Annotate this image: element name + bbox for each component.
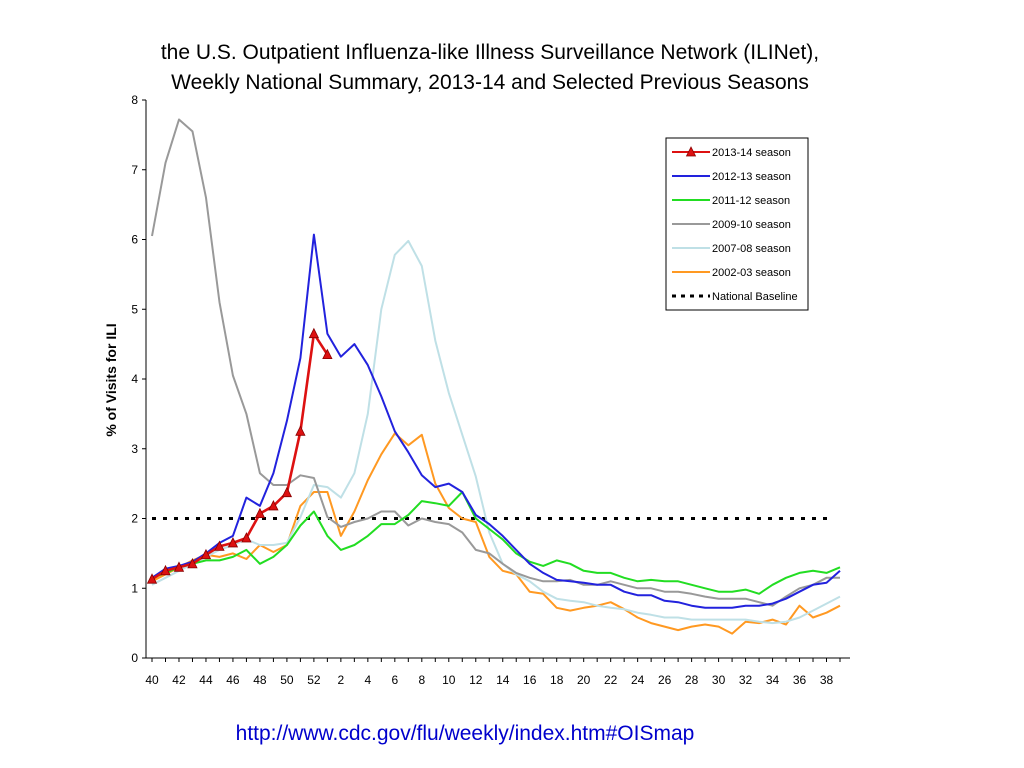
x-tick-label: 26 [658, 673, 672, 687]
x-tick-label: 24 [631, 673, 645, 687]
series-line-2011-12-season [151, 491, 841, 595]
series-line-2002-03-season [151, 432, 841, 635]
y-axis-label: % of Visits for ILI [103, 323, 119, 436]
data-point-marker [281, 486, 293, 498]
x-tick-label: 38 [820, 673, 834, 687]
y-tick-label: 5 [131, 302, 138, 316]
series-line-2009-10-season [151, 118, 840, 607]
x-tick-label: 16 [523, 673, 537, 687]
x-tick-label: 50 [280, 673, 294, 687]
data-point-marker [146, 573, 158, 584]
x-tick-label: 14 [496, 673, 510, 687]
data-point-marker [295, 425, 306, 436]
data-point-marker [227, 537, 239, 548]
x-tick-label: 42 [172, 673, 186, 687]
legend-label: 2011-12 season [712, 195, 790, 207]
data-point-marker [200, 548, 212, 560]
x-tick-label: 32 [739, 673, 753, 687]
y-tick-label: 2 [131, 512, 138, 526]
legend-label: 2009-10 season [712, 219, 791, 231]
x-tick-label: 48 [253, 673, 267, 687]
x-tick-label: 4 [364, 673, 371, 687]
data-point-marker [254, 507, 266, 519]
legend-label: 2013-14 season [712, 147, 791, 159]
x-tick-label: 22 [604, 673, 618, 687]
x-tick-label: 52 [307, 673, 321, 687]
y-tick-label: 8 [131, 93, 138, 107]
chart-title-line2: Weekly National Summary, 2013-14 and Sel… [171, 71, 809, 94]
legend-label: National Baseline [712, 291, 798, 303]
data-point-marker [322, 348, 333, 359]
x-tick-label: 12 [469, 673, 483, 687]
y-tick-label: 7 [131, 163, 138, 177]
legend-marker [685, 146, 697, 157]
data-point-marker [160, 564, 171, 576]
data-point-marker [241, 532, 252, 543]
x-tick-label: 30 [712, 673, 726, 687]
data-point-marker [187, 557, 198, 569]
x-tick-label: 28 [685, 673, 699, 687]
x-tick-label: 34 [766, 673, 780, 687]
x-tick-label: 6 [391, 673, 398, 687]
legend: 2013-14 season 2012-13 season 2011-12 seas… [665, 137, 809, 311]
x-tick-label: 10 [442, 673, 456, 687]
y-tick-label: 1 [131, 581, 138, 595]
data-point-marker [268, 500, 279, 511]
x-tick-label: 18 [550, 673, 564, 687]
data-point-marker [214, 540, 225, 551]
y-tick-label: 0 [131, 651, 138, 665]
legend-label: 2007-08 season [712, 243, 791, 255]
x-tick-label: 20 [577, 673, 591, 687]
chart-title-line1: the U.S. Outpatient Influenza-like Illne… [160, 41, 820, 64]
x-tick-label: 46 [226, 673, 240, 687]
data-point-marker [173, 561, 185, 572]
x-tick-label: 44 [199, 673, 213, 687]
legend-label: 2012-13 season [712, 171, 791, 183]
y-tick-label: 6 [131, 233, 138, 247]
x-tick-label: 40 [145, 673, 159, 687]
y-tick-label: 3 [131, 442, 138, 456]
y-tick-label: 4 [131, 372, 138, 386]
source-link[interactable]: http://www.cdc.gov/flu/weekly/index.htm#… [235, 722, 695, 745]
data-point-marker [308, 327, 320, 339]
x-tick-label: 2 [338, 673, 345, 687]
series-layer [146, 118, 841, 635]
x-tick-label: 36 [793, 673, 807, 687]
series-line-2012-13-season [151, 233, 841, 609]
chart-title: the U.S. Outpatient Influenza-like Illne… [100, 38, 880, 98]
x-tick-label: 8 [418, 673, 425, 687]
legend-label: 2002-03 season [712, 267, 791, 279]
series-line-2007-08-season [151, 239, 841, 625]
